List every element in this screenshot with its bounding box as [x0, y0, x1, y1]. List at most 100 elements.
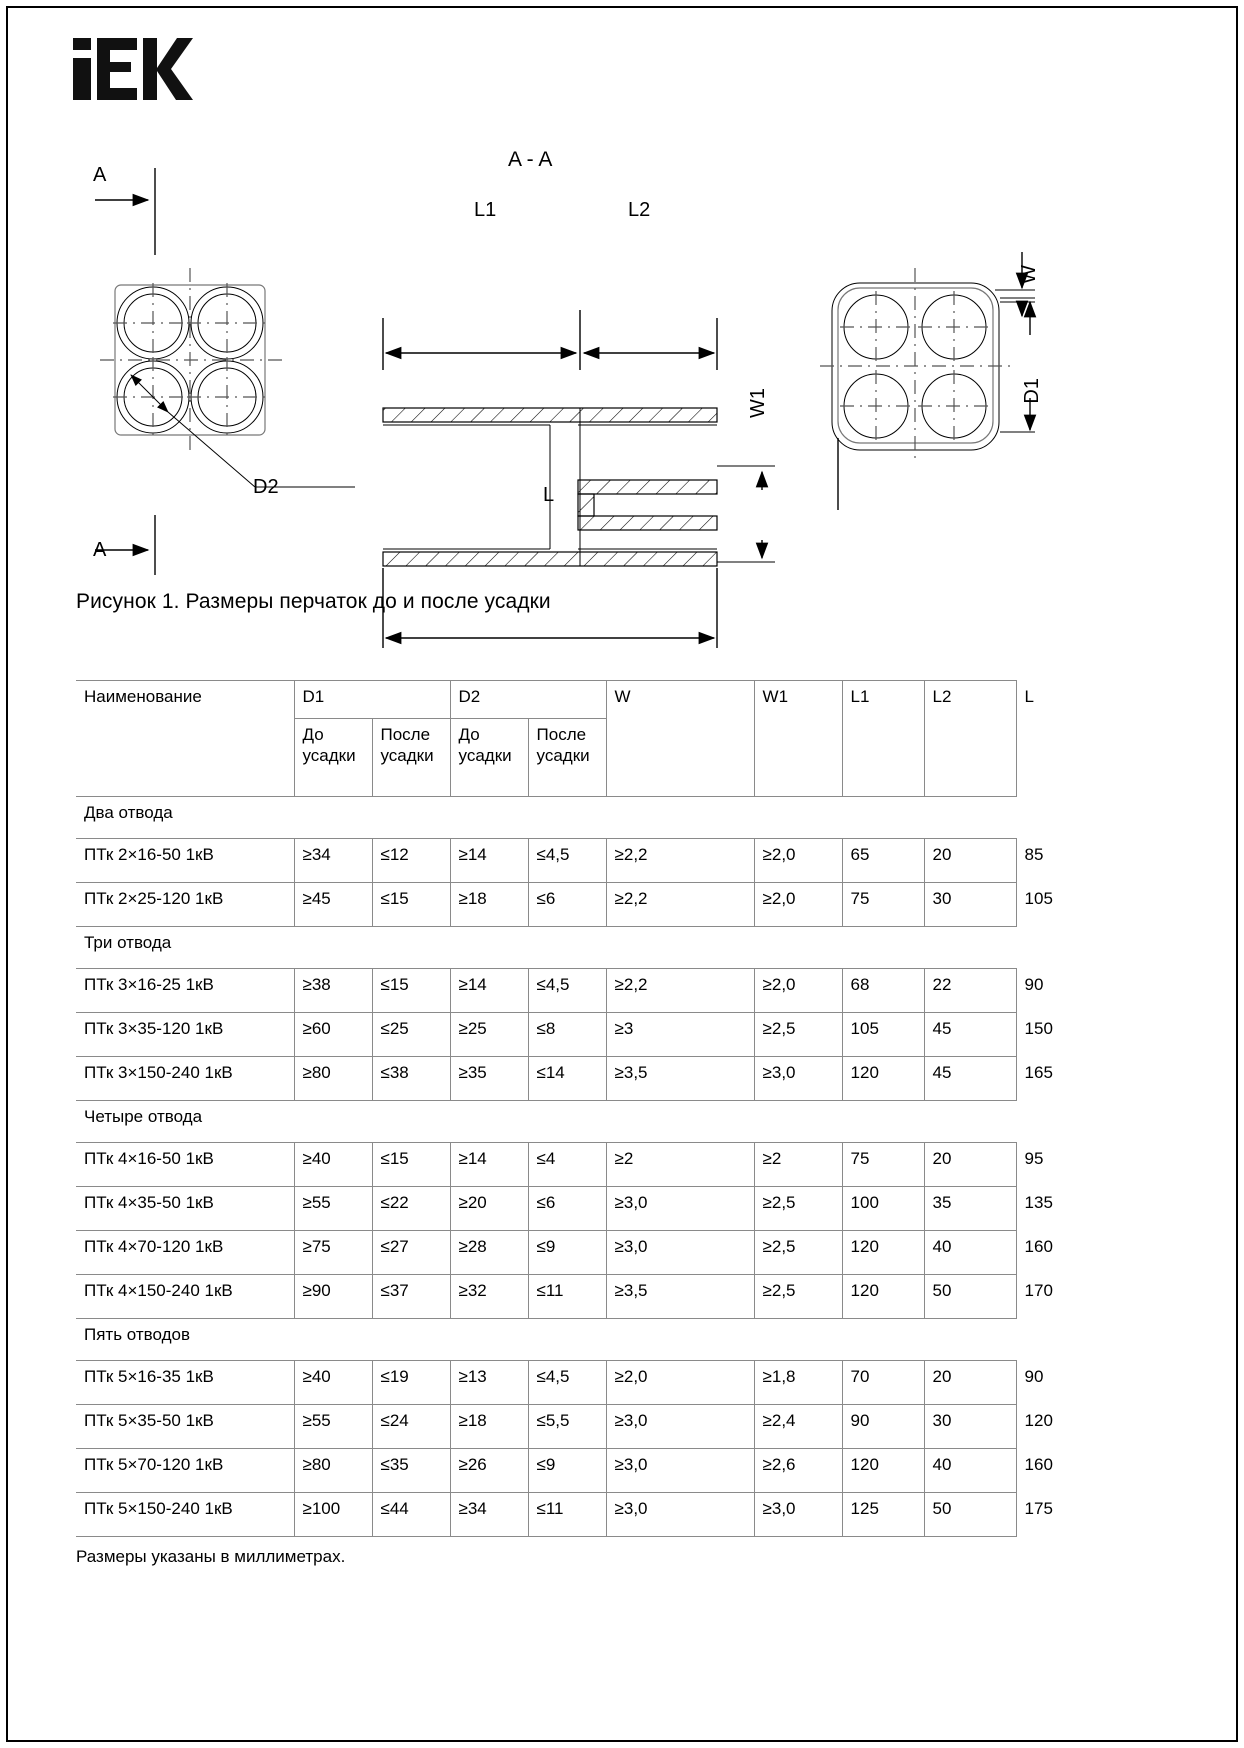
- cell-l2: 20: [923, 838, 1017, 883]
- cell-l2: 20: [923, 1142, 1017, 1187]
- cell-w1: ≥2,6: [753, 1448, 843, 1493]
- cell-w: ≥3,5: [605, 1274, 755, 1319]
- cell-d2-before: ≥14: [449, 968, 529, 1013]
- table-row: ПТк 2×16-50 1кВ ≥34 ≤12 ≥14 ≤4,5 ≥2,2 ≥2,0 65 20…: [76, 838, 1043, 883]
- cell-d2-after: ≤5,5: [527, 1404, 607, 1449]
- table-row: ПТк 5×70-120 1кВ ≥80 ≤35 ≥26 ≤9 ≥3,0 ≥2,6 120 40…: [76, 1448, 1053, 1493]
- cell-l2: 20: [923, 1360, 1017, 1405]
- w-label: W: [1018, 265, 1040, 284]
- w1-label: W1: [747, 388, 769, 418]
- subheader-d2-before: До усадки: [449, 718, 529, 797]
- cell-w: ≥2,2: [605, 968, 755, 1013]
- header-l2: L2: [923, 680, 1017, 797]
- table-header-top-row: Наименование D1 D2 W W1 L1 L2 L: [76, 680, 1034, 797]
- cell-w: ≥3,0: [605, 1230, 755, 1275]
- cell-l1: 75: [841, 1142, 925, 1187]
- group-title: Пять отводов: [76, 1318, 1017, 1361]
- row-product-name: ПТк 3×16-25 1кВ: [76, 968, 295, 1013]
- cell-d2-before: ≥13: [449, 1360, 529, 1405]
- row-product-name: ПТк 2×16-50 1кВ: [76, 838, 295, 883]
- cell-d1-after: ≤24: [371, 1404, 451, 1449]
- subheader-d1-before: До усадки: [293, 718, 373, 797]
- table-row: ПТк 4×16-50 1кВ ≥40 ≤15 ≥14 ≤4 ≥2 ≥2 75 20 95: [76, 1142, 1043, 1187]
- cell-d1-before: ≥55: [293, 1404, 373, 1449]
- cell-d2-after: ≤9: [527, 1230, 607, 1275]
- header-w1: W1: [753, 680, 843, 797]
- row-product-name: ПТк 3×150-240 1кВ: [76, 1056, 295, 1101]
- cell-w1: ≥2: [753, 1142, 843, 1187]
- cell-d1-after: ≤19: [371, 1360, 451, 1405]
- cell-d1-before: ≥40: [293, 1360, 373, 1405]
- d2-label: D2: [253, 476, 279, 498]
- group-title: Три отвода: [76, 926, 1017, 969]
- cell-l2: 45: [923, 1012, 1017, 1057]
- cell-l2: 30: [923, 882, 1017, 927]
- cell-d1-before: ≥75: [293, 1230, 373, 1275]
- cell-d1-after: ≤15: [371, 1142, 451, 1187]
- group-row: Пять отводов: [76, 1318, 1017, 1361]
- cell-l1: 120: [841, 1448, 925, 1493]
- header-d1: D1: [293, 680, 451, 719]
- group-row: Два отвода: [76, 796, 1017, 839]
- cell-d2-before: ≥32: [449, 1274, 529, 1319]
- cell-d1-after: ≤25: [371, 1012, 451, 1057]
- cell-d1-before: ≥80: [293, 1448, 373, 1493]
- table-row: ПТк 4×35-50 1кВ ≥55 ≤22 ≥20 ≤6 ≥3,0 ≥2,5 100 35 1…: [76, 1186, 1053, 1231]
- group-row: Три отвода: [76, 926, 1017, 969]
- group-title: Четыре отвода: [76, 1100, 1017, 1143]
- table-row: ПТк 5×16-35 1кВ ≥40 ≤19 ≥13 ≤4,5 ≥2,0 ≥1,8 70 20…: [76, 1360, 1043, 1405]
- cell-d1-after: ≤35: [371, 1448, 451, 1493]
- row-product-name: ПТк 4×16-50 1кВ: [76, 1142, 295, 1187]
- header-w: W: [605, 680, 755, 797]
- table-footnote: Размеры указаны в миллиметрах.: [76, 1547, 346, 1566]
- cell-l2: 35: [923, 1186, 1017, 1231]
- cell-d2-after: ≤4,5: [527, 838, 607, 883]
- cell-l1: 70: [841, 1360, 925, 1405]
- cell-d1-after: ≤15: [371, 968, 451, 1013]
- table-row: ПТк 5×35-50 1кВ ≥55 ≤24 ≥18 ≤5,5 ≥3,0 ≥2,4 90 30…: [76, 1404, 1053, 1449]
- group-row: Четыре отвода: [76, 1100, 1017, 1143]
- cell-d1-before: ≥80: [293, 1056, 373, 1101]
- cell-d2-after: ≤4,5: [527, 968, 607, 1013]
- cell-w1: ≥3,0: [753, 1056, 843, 1101]
- row-product-name: ПТк 5×16-35 1кВ: [76, 1360, 295, 1405]
- cell-d2-before: ≥14: [449, 1142, 529, 1187]
- table-row: ПТк 4×150-240 1кВ ≥90 ≤37 ≥32 ≤11 ≥3,5 ≥2,5 120…: [76, 1274, 1053, 1319]
- cell-d2-before: ≥18: [449, 882, 529, 927]
- header-name: Наименование: [76, 680, 295, 797]
- row-product-name: ПТк 5×35-50 1кВ: [76, 1404, 295, 1449]
- cell-d2-after: ≤11: [527, 1274, 607, 1319]
- subheader-d1-after: После усадки: [371, 718, 451, 797]
- technical-drawing: A A D2 A - A L1 L2 L W1 W D1: [0, 120, 1244, 648]
- cell-d2-before: ≥14: [449, 838, 529, 883]
- cell-d2-before: ≥28: [449, 1230, 529, 1275]
- table-row: ПТк 4×70-120 1кВ ≥75 ≤27 ≥28 ≤9 ≥3,0 ≥2,5 120 40…: [76, 1230, 1053, 1275]
- cell-d1-before: ≥100: [293, 1492, 373, 1537]
- cell-d2-before: ≥20: [449, 1186, 529, 1231]
- cell-l1: 120: [841, 1056, 925, 1101]
- cell-d2-before: ≥26: [449, 1448, 529, 1493]
- cell-w1: ≥2,5: [753, 1230, 843, 1275]
- table-row: ПТк 3×35-120 1кВ ≥60 ≤25 ≥25 ≤8 ≥3 ≥2,5 105 45 15…: [76, 1012, 1053, 1057]
- spec-table-body: Два отвода ПТк 2×16-50 1кВ ≥34 ≤12 ≥14 ≤4,5 ≥2…: [76, 796, 1053, 1537]
- table-row: ПТк 3×16-25 1кВ ≥38 ≤15 ≥14 ≤4,5 ≥2,2 ≥2,0 68 22…: [76, 968, 1043, 1013]
- cell-d1-after: ≤22: [371, 1186, 451, 1231]
- cell-w: ≥2,2: [605, 838, 755, 883]
- cell-d1-before: ≥60: [293, 1012, 373, 1057]
- cell-w: ≥2,0: [605, 1360, 755, 1405]
- cell-w: ≥3,0: [605, 1404, 755, 1449]
- figure-caption: Рисунок 1. Размеры перчаток до и после у…: [76, 590, 551, 613]
- cell-l2: 30: [923, 1404, 1017, 1449]
- cell-l2: 50: [923, 1274, 1017, 1319]
- cell-d2-after: ≤4: [527, 1142, 607, 1187]
- cell-l2: 22: [923, 968, 1017, 1013]
- page-border: [6, 6, 1238, 1742]
- cell-w1: ≥3,0: [753, 1492, 843, 1537]
- cell-l1: 75: [841, 882, 925, 927]
- cell-d2-before: ≥35: [449, 1056, 529, 1101]
- row-product-name: ПТк 4×150-240 1кВ: [76, 1274, 295, 1319]
- spec-table: Наименование D1 D2 W W1 L1 L2 L До усадк…: [76, 680, 1053, 1537]
- cell-w: ≥3,5: [605, 1056, 755, 1101]
- cell-l2: 50: [923, 1492, 1017, 1537]
- cell-l2: 40: [923, 1230, 1017, 1275]
